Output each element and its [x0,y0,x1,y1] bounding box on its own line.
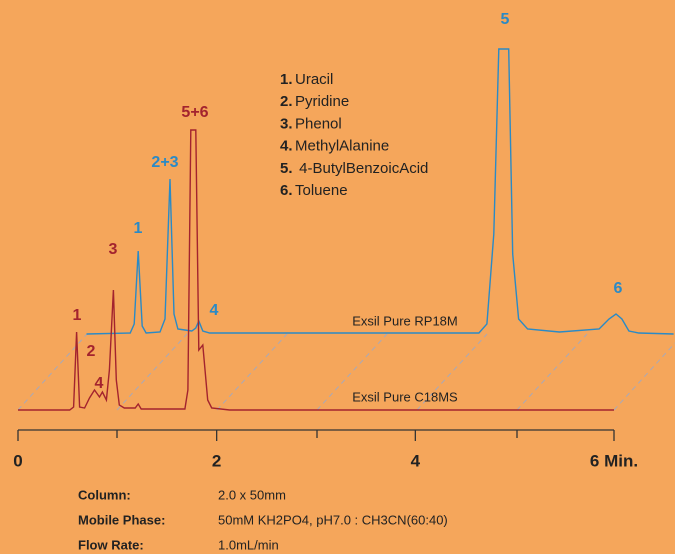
peak-label: 5+6 [181,104,208,121]
peak-label: 3 [109,241,118,258]
peak-label: 1 [134,220,143,237]
peak-label: 4 [210,302,219,319]
condition-value: 2.0 x 50mm [218,487,286,502]
compound-number: 5. [280,160,293,177]
compound-number: 6. [280,182,293,199]
peak-label: 1 [73,307,82,324]
trace [86,48,674,335]
trace [18,129,614,411]
compound-name: Uracil [295,71,333,88]
condition-label: Mobile Phase: [78,512,165,527]
compound-number: 2. [280,93,293,110]
peak-label: 6 [614,280,623,297]
x-tick-label: 4 [411,451,421,470]
compound-name: Phenol [295,115,342,132]
peak-label: 2 [87,343,96,360]
compound-number: 1. [280,71,293,88]
compound-number: 4. [280,138,293,155]
x-tick-label: 0 [13,451,22,470]
compound-name: MethylAlanine [295,138,389,155]
x-tick-label: 2 [212,451,221,470]
compound-name: Pyridine [295,93,349,110]
condition-value: 50mM KH2PO4, pH7.0 : CH3CN(60:40) [218,512,448,527]
compound-name: Toluene [295,182,348,199]
peak-label: 2+3 [151,154,178,171]
compound-number: 3. [280,115,293,132]
compound-name: 4-ButylBenzoicAcid [295,160,428,177]
condition-value: 1.0mL/min [218,537,279,552]
condition-label: Column: [78,487,131,502]
peak-label: 4 [95,375,104,392]
minor-ticks [116,430,518,438]
peak-label: 5 [501,11,510,28]
series-label: Exsil Pure C18MS [352,389,458,404]
x-tick-label: 6 Min. [590,451,638,470]
series-label: Exsil Pure RP18M [352,313,457,328]
condition-label: Flow Rate: [78,537,144,552]
